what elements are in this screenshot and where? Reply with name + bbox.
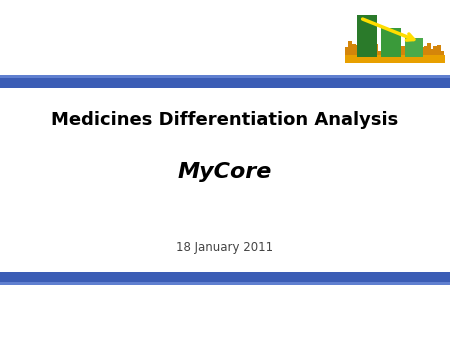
Bar (381, 41, 385, 60)
Bar (368, 42, 372, 60)
Bar (351, 44, 356, 60)
Bar (414, 50, 418, 60)
Bar (355, 45, 359, 60)
Text: 18 January 2011: 18 January 2011 (176, 241, 274, 255)
Bar (364, 50, 369, 60)
Bar (391, 49, 395, 60)
Bar (348, 42, 352, 60)
Text: MyCore: MyCore (178, 162, 272, 182)
Bar (384, 43, 388, 60)
Bar (394, 49, 398, 60)
Bar (407, 48, 411, 60)
Bar (371, 45, 375, 60)
Bar (427, 43, 431, 60)
Bar (410, 45, 414, 60)
Bar (0, 75, 450, 78)
Bar (436, 45, 441, 60)
Bar (0, 78, 450, 88)
Bar (358, 49, 362, 60)
Bar (361, 49, 365, 60)
Bar (433, 46, 437, 60)
Bar (420, 47, 424, 60)
Text: Medicines Differentiation Analysis: Medicines Differentiation Analysis (51, 111, 399, 129)
Bar (404, 47, 408, 60)
Bar (400, 46, 405, 60)
Bar (374, 44, 378, 60)
Bar (405, 38, 423, 57)
Bar (378, 51, 382, 60)
Bar (0, 282, 450, 285)
Bar (417, 48, 421, 60)
Bar (430, 49, 434, 60)
Bar (345, 55, 445, 63)
Bar (345, 47, 349, 60)
Bar (440, 51, 444, 60)
Bar (357, 15, 377, 57)
Bar (381, 28, 401, 57)
Bar (387, 49, 392, 60)
Bar (423, 46, 428, 60)
Bar (0, 272, 450, 282)
Bar (397, 48, 401, 60)
